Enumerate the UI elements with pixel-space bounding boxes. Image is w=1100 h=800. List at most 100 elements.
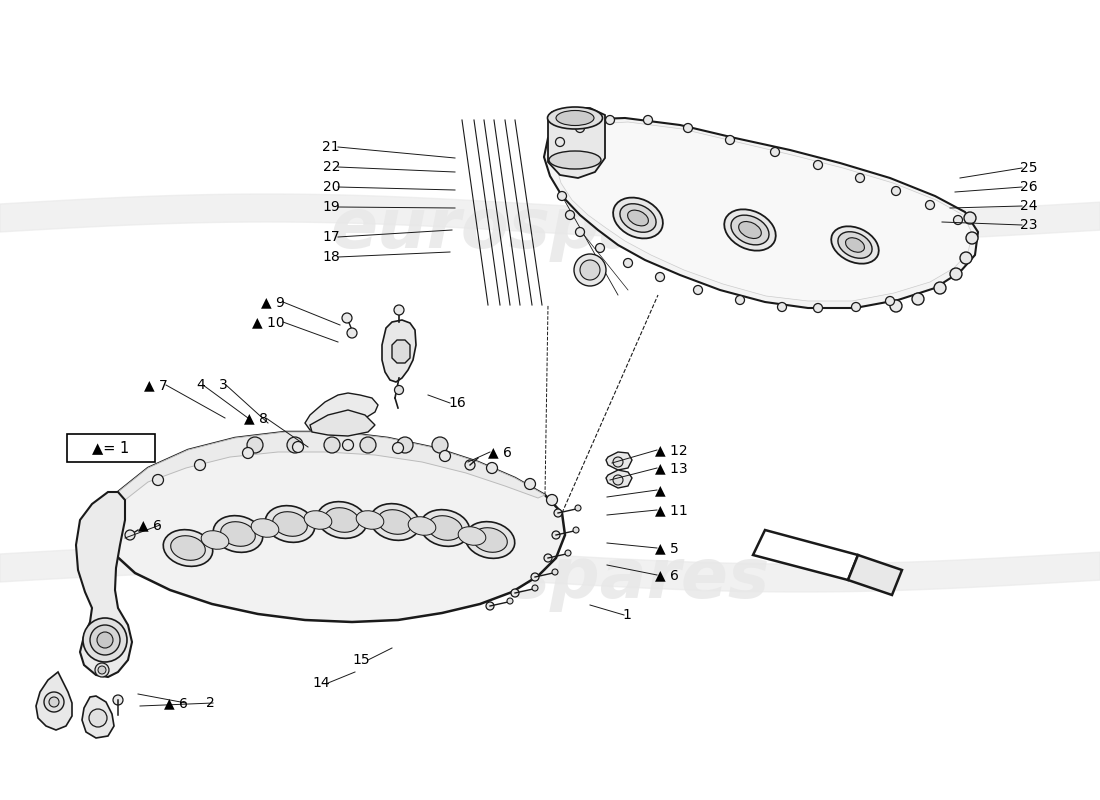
Ellipse shape bbox=[420, 510, 470, 546]
Polygon shape bbox=[305, 393, 378, 432]
Ellipse shape bbox=[465, 522, 515, 558]
Ellipse shape bbox=[317, 502, 366, 538]
Ellipse shape bbox=[170, 536, 206, 560]
Text: ▲= 1: ▲= 1 bbox=[92, 441, 130, 455]
Text: eurospares: eurospares bbox=[330, 194, 770, 262]
Circle shape bbox=[814, 303, 823, 313]
Circle shape bbox=[683, 123, 693, 133]
Circle shape bbox=[552, 531, 560, 539]
Text: ▲ 13: ▲ 13 bbox=[654, 461, 688, 475]
Circle shape bbox=[934, 282, 946, 294]
Circle shape bbox=[98, 666, 106, 674]
Ellipse shape bbox=[265, 506, 315, 542]
Polygon shape bbox=[36, 672, 72, 730]
Circle shape bbox=[95, 663, 109, 677]
Circle shape bbox=[531, 573, 539, 581]
Circle shape bbox=[575, 227, 584, 237]
Circle shape bbox=[613, 457, 623, 467]
Circle shape bbox=[891, 186, 901, 195]
Ellipse shape bbox=[732, 215, 769, 245]
Circle shape bbox=[966, 232, 978, 244]
FancyBboxPatch shape bbox=[67, 434, 155, 462]
Ellipse shape bbox=[628, 210, 648, 226]
Ellipse shape bbox=[273, 512, 307, 536]
Text: ▲ 12: ▲ 12 bbox=[654, 443, 688, 457]
Text: 23: 23 bbox=[1020, 218, 1037, 232]
Circle shape bbox=[656, 273, 664, 282]
Text: 18: 18 bbox=[322, 250, 340, 264]
Ellipse shape bbox=[846, 238, 865, 252]
Circle shape bbox=[605, 115, 615, 125]
Text: 15: 15 bbox=[352, 653, 370, 667]
Circle shape bbox=[525, 478, 536, 490]
Circle shape bbox=[512, 589, 519, 597]
Text: 16: 16 bbox=[448, 396, 465, 410]
Circle shape bbox=[960, 252, 972, 264]
Polygon shape bbox=[118, 432, 544, 500]
Ellipse shape bbox=[213, 516, 263, 552]
Ellipse shape bbox=[556, 110, 594, 126]
Circle shape bbox=[153, 474, 164, 486]
Ellipse shape bbox=[549, 151, 601, 169]
Circle shape bbox=[558, 191, 566, 201]
Circle shape bbox=[393, 442, 404, 454]
Ellipse shape bbox=[371, 504, 420, 540]
Circle shape bbox=[856, 174, 865, 182]
Circle shape bbox=[242, 447, 253, 458]
Circle shape bbox=[552, 569, 558, 575]
Polygon shape bbox=[606, 452, 632, 470]
Circle shape bbox=[693, 286, 703, 294]
Circle shape bbox=[575, 123, 584, 133]
Circle shape bbox=[293, 442, 304, 453]
Circle shape bbox=[644, 115, 652, 125]
Ellipse shape bbox=[377, 510, 412, 534]
Circle shape bbox=[113, 695, 123, 705]
Polygon shape bbox=[544, 118, 978, 308]
Circle shape bbox=[613, 475, 623, 485]
Circle shape bbox=[432, 437, 448, 453]
Ellipse shape bbox=[838, 232, 872, 258]
Polygon shape bbox=[76, 492, 132, 677]
Text: 14: 14 bbox=[312, 676, 330, 690]
Polygon shape bbox=[848, 555, 902, 595]
Circle shape bbox=[395, 386, 404, 394]
Circle shape bbox=[814, 161, 823, 170]
Ellipse shape bbox=[473, 528, 507, 552]
Text: ▲ 6: ▲ 6 bbox=[654, 568, 679, 582]
Text: 26: 26 bbox=[1020, 180, 1037, 194]
Polygon shape bbox=[548, 108, 605, 178]
Polygon shape bbox=[754, 530, 858, 580]
Circle shape bbox=[954, 215, 962, 225]
Circle shape bbox=[574, 254, 606, 286]
Ellipse shape bbox=[221, 522, 255, 546]
Circle shape bbox=[575, 505, 581, 511]
Circle shape bbox=[346, 328, 358, 338]
Circle shape bbox=[195, 459, 206, 470]
Text: ▲: ▲ bbox=[654, 483, 666, 497]
Text: ▲ 5: ▲ 5 bbox=[654, 541, 679, 555]
Circle shape bbox=[397, 437, 412, 453]
Text: 20: 20 bbox=[322, 180, 340, 194]
Text: ▲ 10: ▲ 10 bbox=[252, 315, 285, 329]
Polygon shape bbox=[310, 410, 375, 436]
Circle shape bbox=[925, 201, 935, 210]
Text: ▲ 6: ▲ 6 bbox=[164, 696, 188, 710]
Circle shape bbox=[554, 509, 562, 517]
Circle shape bbox=[736, 295, 745, 305]
Circle shape bbox=[44, 692, 64, 712]
Circle shape bbox=[886, 297, 894, 306]
Circle shape bbox=[125, 530, 135, 540]
Ellipse shape bbox=[408, 517, 436, 535]
Circle shape bbox=[565, 210, 574, 219]
Circle shape bbox=[890, 300, 902, 312]
Circle shape bbox=[912, 293, 924, 305]
Ellipse shape bbox=[251, 518, 278, 538]
Circle shape bbox=[726, 135, 735, 145]
Ellipse shape bbox=[324, 508, 360, 532]
Circle shape bbox=[287, 437, 303, 453]
Ellipse shape bbox=[201, 530, 229, 550]
Text: 3: 3 bbox=[219, 378, 228, 392]
Ellipse shape bbox=[739, 222, 761, 238]
Text: 22: 22 bbox=[322, 160, 340, 174]
Circle shape bbox=[544, 554, 552, 562]
